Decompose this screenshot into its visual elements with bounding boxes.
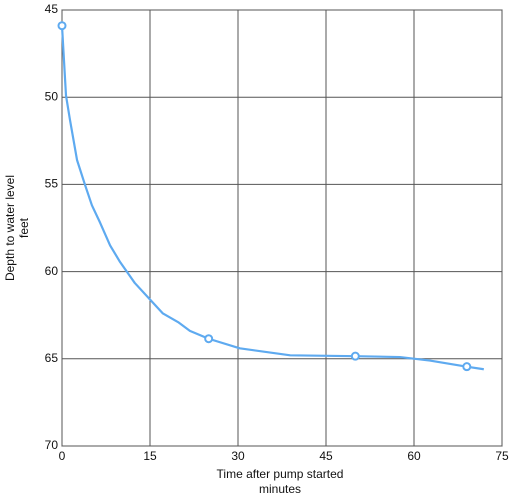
data-point	[350, 351, 360, 361]
x-axis-label: Time after pump started	[217, 467, 344, 481]
x-tick-label: 60	[407, 449, 421, 463]
y-axis-label: Depth to water level	[3, 175, 17, 281]
x-axis-label: minutes	[259, 482, 301, 496]
y-tick-label: 50	[45, 89, 59, 103]
plot-area	[61, 9, 503, 447]
y-tick-label: 60	[45, 264, 59, 278]
x-tick-label: 45	[319, 449, 333, 463]
data-line	[60, 25, 484, 371]
y-tick-label: 45	[45, 2, 59, 16]
y-tick-label: 70	[45, 438, 59, 452]
y-tick-label: 65	[45, 351, 59, 365]
x-tick-label: 15	[143, 449, 157, 463]
x-tick-label: 75	[495, 449, 509, 463]
data-point	[462, 362, 472, 372]
y-axis-label: feet	[17, 217, 31, 238]
data-point	[57, 21, 67, 31]
y-tick-label: 55	[45, 177, 59, 191]
data-point	[204, 334, 214, 344]
x-tick-label: 0	[59, 449, 66, 463]
x-tick-label: 30	[231, 449, 245, 463]
